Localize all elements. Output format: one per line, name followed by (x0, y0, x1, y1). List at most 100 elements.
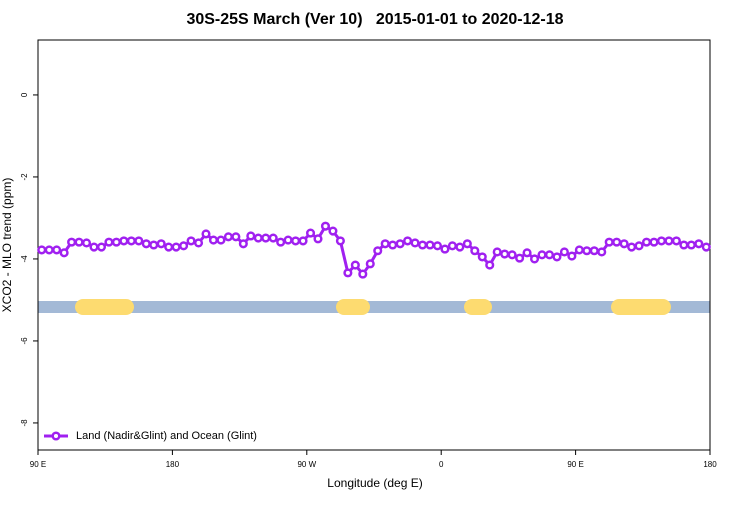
y-tick-label: -2 (20, 173, 29, 181)
y-axis-label: XCO2 - MLO trend (ppm) (0, 178, 14, 313)
y-tick-label: -6 (20, 337, 29, 345)
point (432, 241, 443, 251)
point (246, 231, 256, 241)
point (111, 237, 121, 247)
point (671, 236, 681, 246)
legend-label: Land (Nadir&Glint) and Ocean (Glint) (76, 430, 257, 442)
point (186, 236, 196, 246)
point (529, 254, 540, 264)
point (604, 237, 614, 247)
point (313, 234, 323, 244)
point (656, 236, 667, 246)
point (485, 260, 495, 270)
legend-marker (51, 431, 61, 441)
chart-title: 30S-25S March (Ver 10) 2015-01-01 to 202… (186, 11, 563, 28)
point (582, 246, 592, 256)
point (253, 233, 263, 243)
point (358, 269, 368, 279)
point (589, 246, 599, 256)
x-tick-label: 180 (166, 460, 180, 469)
point (104, 237, 114, 247)
point (52, 245, 62, 255)
point (216, 235, 226, 245)
point (552, 252, 562, 262)
point (328, 226, 338, 236)
y-tick-label: -4 (20, 255, 29, 263)
point (365, 259, 375, 269)
point (567, 251, 577, 261)
point (335, 236, 345, 246)
point (261, 233, 271, 243)
point (119, 236, 129, 246)
point (201, 229, 211, 239)
point (134, 236, 144, 246)
point (81, 238, 92, 248)
point (470, 246, 480, 256)
point (291, 236, 301, 246)
point (238, 239, 248, 249)
point (574, 245, 584, 255)
point (515, 253, 525, 263)
ocean-strip (38, 301, 710, 313)
point (298, 236, 308, 246)
point (597, 247, 607, 257)
point (141, 239, 151, 249)
point (679, 240, 689, 250)
point (37, 245, 47, 255)
point (276, 237, 286, 247)
point (193, 238, 204, 248)
point (641, 237, 652, 247)
x-tick-label: 0 (439, 460, 444, 469)
x-tick-label: 90 W (297, 460, 316, 469)
point (59, 248, 69, 258)
point (74, 237, 84, 247)
point (447, 241, 457, 251)
point (350, 260, 360, 270)
point (462, 239, 472, 249)
point (537, 250, 547, 260)
point (664, 236, 674, 246)
land-strip (75, 299, 134, 315)
point (522, 248, 532, 258)
point (67, 237, 77, 247)
point (395, 239, 405, 249)
land-strip (336, 299, 370, 315)
point (380, 239, 390, 249)
point (455, 242, 465, 252)
point (403, 236, 413, 246)
point (627, 242, 637, 252)
point (126, 236, 136, 246)
land-strip (611, 299, 671, 315)
point (156, 239, 166, 249)
y-tick-label: 0 (20, 92, 29, 97)
point (44, 245, 54, 255)
point (179, 241, 189, 251)
point (171, 242, 181, 252)
point (492, 247, 502, 257)
point (164, 242, 174, 252)
point (223, 232, 233, 242)
point (500, 249, 510, 259)
point (440, 244, 450, 254)
point (544, 250, 555, 260)
point (89, 242, 99, 252)
x-tick-label: 90 E (30, 460, 46, 469)
point (425, 240, 435, 250)
point (477, 252, 487, 262)
point (320, 221, 331, 231)
x-tick-label: 180 (703, 460, 717, 469)
point (208, 235, 219, 245)
point (507, 250, 517, 260)
point (96, 242, 107, 252)
point (373, 246, 383, 256)
y-tick-label: -8 (20, 419, 29, 427)
point (283, 235, 293, 245)
point (634, 241, 644, 251)
point (694, 239, 704, 249)
land-strip (464, 299, 492, 315)
point (305, 228, 316, 238)
point (410, 238, 420, 248)
point (701, 242, 711, 252)
x-axis-label: Longitude (deg E) (327, 476, 422, 490)
